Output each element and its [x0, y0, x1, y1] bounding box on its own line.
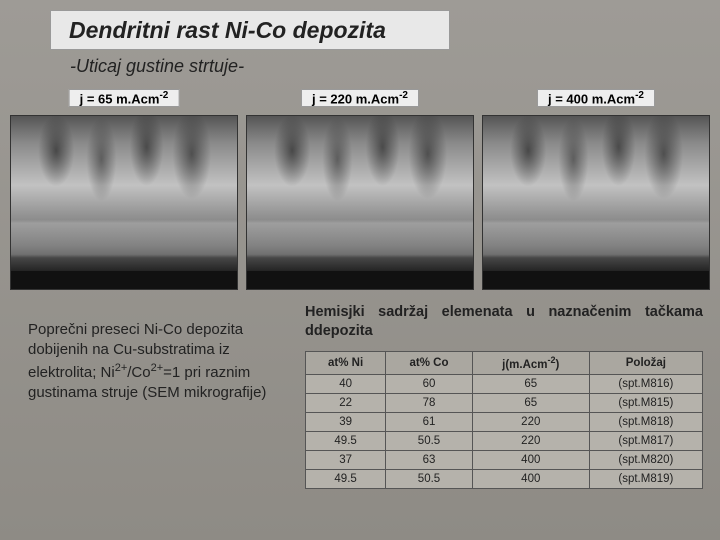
sem-block-1: j = 65 m.Acm-2: [10, 115, 238, 290]
table-title: Hemisjki sadržaj elemenata u naznačenim …: [305, 303, 703, 341]
table-row: 227865(spt.M815): [306, 393, 703, 412]
title-box: Dendritni rast Ni-Co depozita: [50, 10, 450, 50]
table-region: Hemisjki sadržaj elemenata u naznačenim …: [305, 303, 703, 489]
table-row: 406065(spt.M816): [306, 374, 703, 393]
table-row: 49.550.5220(spt.M817): [306, 431, 703, 450]
slide-subtitle: -Uticaj gustine strtuje-: [70, 56, 244, 77]
table-header-row: at% Ni at% Co j(m.Acm-2) Položaj: [306, 351, 703, 374]
table-row: 3961220(spt.M818): [306, 412, 703, 431]
slide-title: Dendritni rast Ni-Co depozita: [69, 17, 386, 44]
composition-table: at% Ni at% Co j(m.Acm-2) Položaj 406065(…: [305, 351, 703, 489]
table-body: 406065(spt.M816) 227865(spt.M815) 396122…: [306, 374, 703, 488]
th-pos: Položaj: [589, 351, 702, 374]
sem-label-1: j = 65 m.Acm-2: [69, 89, 180, 107]
th-j: j(m.Acm-2): [472, 351, 589, 374]
sem-row: j = 65 m.Acm-2 j = 220 m.Acm-2 j = 400 m…: [10, 115, 710, 290]
caption-text: Poprečni preseci Ni-Co depozita dobijeni…: [28, 320, 283, 403]
sem-block-2: j = 220 m.Acm-2: [246, 115, 474, 290]
table-row: 49.550.5400(spt.M819): [306, 469, 703, 488]
sem-label-3: j = 400 m.Acm-2: [537, 89, 655, 107]
table-row: 3763400(spt.M820): [306, 450, 703, 469]
sem-image-1: [10, 115, 238, 290]
sem-image-2: [246, 115, 474, 290]
sem-label-2: j = 220 m.Acm-2: [301, 89, 419, 107]
sem-image-3: [482, 115, 710, 290]
sem-block-3: j = 400 m.Acm-2: [482, 115, 710, 290]
th-ni: at% Ni: [306, 351, 386, 374]
th-co: at% Co: [386, 351, 473, 374]
